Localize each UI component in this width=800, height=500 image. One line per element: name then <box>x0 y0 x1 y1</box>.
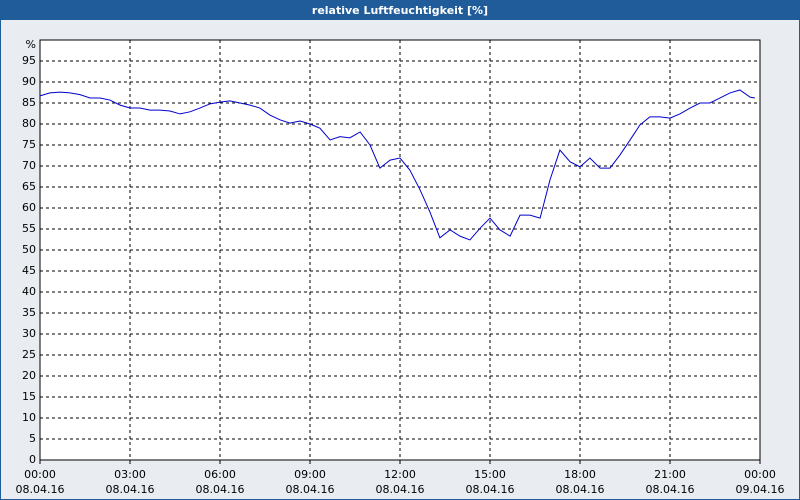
y-tick-label: 50 <box>22 243 36 256</box>
x-tick-date: 08.04.16 <box>286 483 335 496</box>
y-tick-label: 55 <box>22 222 36 235</box>
x-tick-label: 00:00 <box>744 468 776 481</box>
y-tick-label: 85 <box>22 96 36 109</box>
y-tick-label: 90 <box>22 75 36 88</box>
x-tick-label: 06:00 <box>204 468 236 481</box>
y-tick-label: 10 <box>22 411 36 424</box>
y-tick-label: 45 <box>22 264 36 277</box>
x-tick-date: 08.04.16 <box>16 483 65 496</box>
x-tick-label: 03:00 <box>114 468 146 481</box>
chart-title: relative Luftfeuchtigkeit [%] <box>312 4 488 17</box>
x-tick-date: 08.04.16 <box>556 483 605 496</box>
y-tick-label: 75 <box>22 138 36 151</box>
x-tick-label: 15:00 <box>474 468 506 481</box>
x-tick-label: 18:00 <box>564 468 596 481</box>
y-tick-label: 15 <box>22 390 36 403</box>
x-tick-label: 12:00 <box>384 468 416 481</box>
y-tick-label: 40 <box>22 285 36 298</box>
x-tick-label: 09:00 <box>294 468 326 481</box>
x-tick-date: 08.04.16 <box>646 483 695 496</box>
y-tick-label: 60 <box>22 201 36 214</box>
y-tick-label: 95 <box>22 54 36 67</box>
x-tick-date: 09.04.16 <box>736 483 785 496</box>
y-tick-label: 65 <box>22 180 36 193</box>
y-tick-label: 35 <box>22 306 36 319</box>
y-tick-label: 70 <box>22 159 36 172</box>
x-tick-date: 08.04.16 <box>376 483 425 496</box>
y-tick-label: 80 <box>22 117 36 130</box>
x-tick-date: 08.04.16 <box>466 483 515 496</box>
y-tick-label: 30 <box>22 327 36 340</box>
y-tick-label: 5 <box>29 432 36 445</box>
x-tick-label: 00:00 <box>24 468 56 481</box>
y-axis-label: % <box>26 38 36 51</box>
data-line <box>39 89 755 241</box>
x-tick-label: 21:00 <box>654 468 686 481</box>
y-tick-label: 20 <box>22 369 36 382</box>
y-tick-label: 25 <box>22 348 36 361</box>
x-tick-date: 08.04.16 <box>196 483 245 496</box>
title-bar <box>0 0 800 20</box>
y-tick-label: 0 <box>29 453 36 466</box>
x-tick-date: 08.04.16 <box>106 483 155 496</box>
